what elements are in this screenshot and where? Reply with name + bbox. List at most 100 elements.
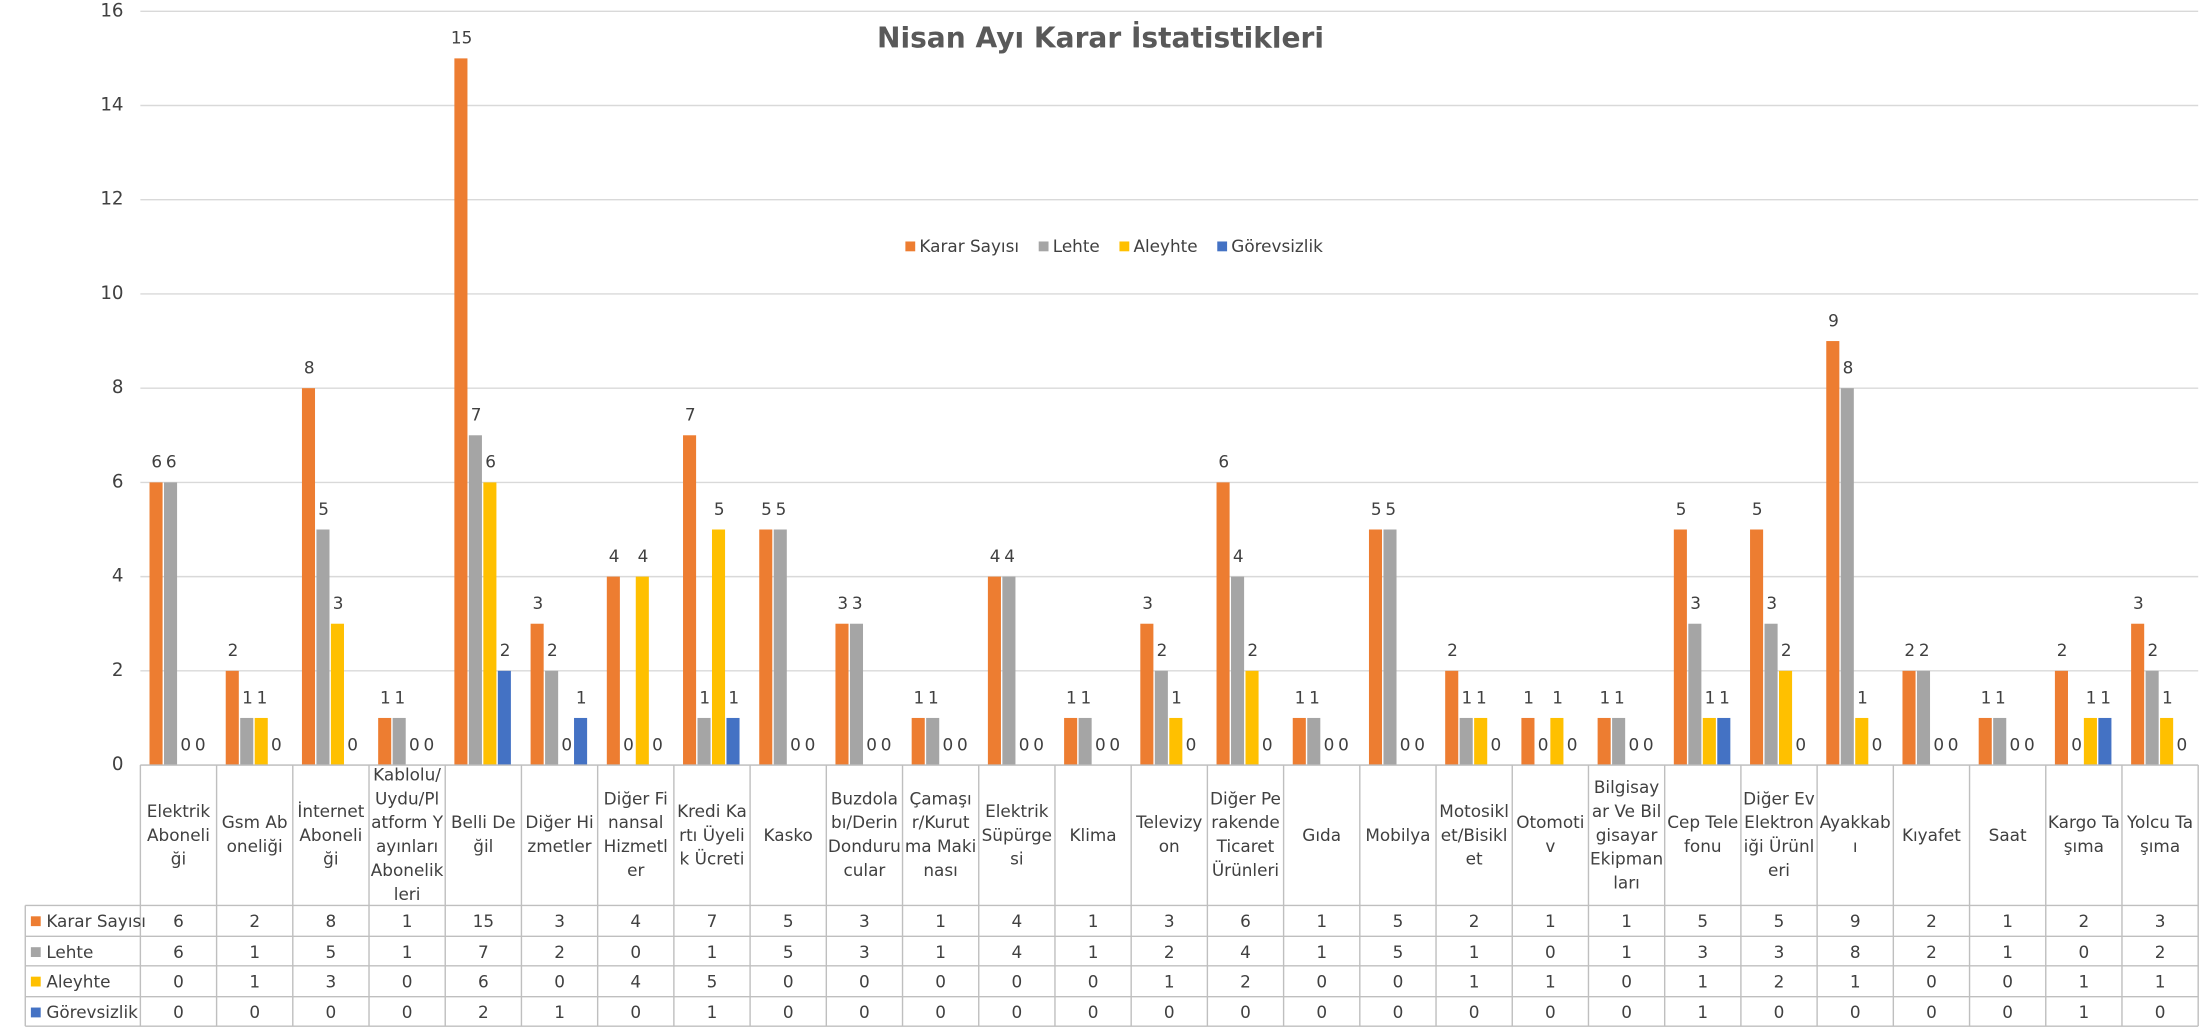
table-cell: 0 xyxy=(326,1002,337,1022)
data-label: 5 xyxy=(318,499,329,519)
y-tick-label: 14 xyxy=(100,94,123,115)
y-tick-label: 12 xyxy=(100,189,123,210)
category-cell: Motosiklet/Bisiklet xyxy=(1439,801,1509,868)
bar xyxy=(1916,670,1931,766)
data-label: 0 xyxy=(1567,734,1578,754)
table-cell: 1 xyxy=(554,1002,565,1022)
data-label: 2 xyxy=(1447,640,1458,660)
table-cell: 5 xyxy=(707,971,718,991)
data-label: 1 xyxy=(1523,687,1534,707)
data-label: 1 xyxy=(1066,687,1077,707)
x-tick-label: Otomotiv xyxy=(1516,812,1585,857)
bar xyxy=(1231,576,1245,766)
x-tick-label: İnternet Aboneliği xyxy=(297,800,365,869)
data-label: 1 xyxy=(242,687,253,707)
bar xyxy=(2145,670,2159,766)
table-cell: 6 xyxy=(1240,911,1251,931)
category-cell: Diğer Ev Elektroniği Ürünleri xyxy=(1743,788,1815,881)
table-cell: 2 xyxy=(1926,911,1937,931)
table-cell: 0 xyxy=(1088,971,1099,991)
data-label: 3 xyxy=(852,593,863,613)
bar xyxy=(1750,529,1764,766)
bar xyxy=(849,623,864,766)
data-label: 0 xyxy=(1643,734,1654,754)
bar xyxy=(1445,670,1459,766)
x-tick-label: Kablolu/Uydu/Platform Yayınları Abonelik… xyxy=(370,765,444,905)
bar xyxy=(2083,717,2097,766)
bar xyxy=(711,529,726,766)
data-label: 4 xyxy=(609,546,620,566)
table-cell: 0 xyxy=(173,971,184,991)
data-label: 2 xyxy=(547,640,558,660)
bar xyxy=(1855,717,1869,766)
table-cell: 1 xyxy=(402,911,413,931)
table-cell: 0 xyxy=(935,971,946,991)
legend-swatch xyxy=(905,241,916,252)
category-cell: Belli Değil xyxy=(451,813,516,857)
table-cell: 1 xyxy=(249,942,260,962)
table-cell: 1 xyxy=(1316,942,1327,962)
data-label: 1 xyxy=(576,687,587,707)
category-cell: Diğer Finansal Hizmetler xyxy=(604,789,668,880)
bar xyxy=(635,576,649,766)
x-tick-label: Gsm Aboneliği xyxy=(221,812,288,857)
table-cell: 0 xyxy=(1011,1002,1022,1022)
y-tick-label: 2 xyxy=(112,660,124,681)
category-cell: Ayakkabı xyxy=(1820,813,1891,857)
category-cell: İnternet Aboneliği xyxy=(297,800,365,869)
bar xyxy=(1826,341,1840,766)
bar xyxy=(2160,717,2174,766)
table-cell: 0 xyxy=(1545,942,1556,962)
data-label: 1 xyxy=(257,687,268,707)
table-cell: 3 xyxy=(554,911,565,931)
table-cell: 0 xyxy=(935,1002,946,1022)
bar xyxy=(392,717,406,766)
category-cell: Yolcu Taşıma xyxy=(2127,813,2193,857)
table-cell: 5 xyxy=(783,942,794,962)
table-cell: 0 xyxy=(1545,1002,1556,1022)
table-cell: 6 xyxy=(173,942,184,962)
table-cell: 1 xyxy=(1697,1002,1708,1022)
data-label: 1 xyxy=(1981,687,1992,707)
bar xyxy=(225,670,239,766)
category-cell: Kredi Kartı Üyelik Ücreti xyxy=(677,801,747,868)
data-label: 0 xyxy=(1628,734,1639,754)
bar xyxy=(1702,717,1716,766)
data-label: 5 xyxy=(714,499,725,519)
data-label: 1 xyxy=(2100,687,2111,707)
table-cell: 1 xyxy=(2002,911,2013,931)
table-cell: 0 xyxy=(402,1002,413,1022)
bar xyxy=(1764,623,1778,766)
data-label: 1 xyxy=(1080,687,1091,707)
bar xyxy=(1307,717,1321,766)
bar xyxy=(468,435,482,766)
x-tick-label: Diğer Ev Elektroniği Ürünleri xyxy=(1743,788,1815,881)
table-cell: 1 xyxy=(707,1002,718,1022)
bar xyxy=(1521,717,1535,766)
category-cell: Buzdolabı/Derin Dondurucular xyxy=(828,789,901,880)
category-cell: Kargo Taşıma xyxy=(2048,813,2120,857)
data-label: 2 xyxy=(1781,640,1792,660)
bar xyxy=(1140,623,1154,766)
table-cell: 2 xyxy=(2155,942,2166,962)
data-label: 9 xyxy=(1828,310,1839,330)
bar xyxy=(1002,576,1016,766)
table-cell: 0 xyxy=(249,1002,260,1022)
bar xyxy=(2054,670,2068,766)
bar xyxy=(1550,717,1564,766)
category-cell: Saat xyxy=(1989,825,2027,845)
table-cell: 5 xyxy=(783,911,794,931)
category-cell: Elektrik Süpürgesi xyxy=(982,801,1052,868)
data-label: 0 xyxy=(652,734,663,754)
data-label: 2 xyxy=(2057,640,2068,660)
bar xyxy=(1216,482,1230,766)
data-label: 0 xyxy=(957,734,968,754)
table-cell: 1 xyxy=(1545,911,1556,931)
y-tick-label: 6 xyxy=(112,471,124,492)
table-cell: 0 xyxy=(1011,971,1022,991)
data-label: 0 xyxy=(1186,734,1197,754)
data-label: 0 xyxy=(2176,734,2187,754)
table-cell: 3 xyxy=(1774,942,1785,962)
category-cell: Bilgisayar Ve Bilgisayar Ekipmanları xyxy=(1590,777,1663,892)
data-label: 1 xyxy=(1599,687,1610,707)
